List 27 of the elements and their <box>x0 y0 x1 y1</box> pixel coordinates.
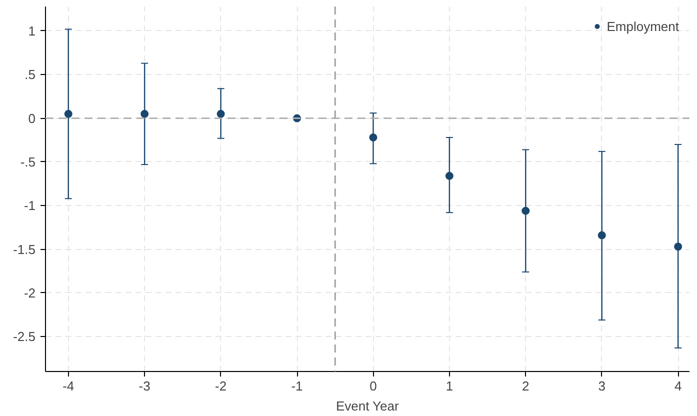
y-tick-label: -2.5 <box>13 329 36 344</box>
point <box>369 133 378 142</box>
y-tick-label: -1 <box>24 198 36 214</box>
x-tick-label: 3 <box>598 378 606 394</box>
x-tick-label: -1 <box>291 378 303 394</box>
x-axis-title: Event Year <box>336 398 400 414</box>
point <box>598 231 606 240</box>
y-tick-label: -.5 <box>20 154 36 170</box>
x-tick-label: 2 <box>522 378 530 394</box>
x-tick-label: 4 <box>674 378 682 394</box>
x-tick-label: 0 <box>370 378 377 394</box>
y-tick-label: 1 <box>28 23 36 38</box>
point <box>216 110 225 118</box>
y-tick-label: -2 <box>24 285 36 300</box>
x-tick-label: -3 <box>138 378 150 394</box>
x-tick-label: 1 <box>446 378 454 394</box>
y-tick-label: .5 <box>24 67 36 82</box>
point <box>522 206 530 215</box>
x-tick-label: -2 <box>215 378 227 394</box>
point <box>445 172 454 180</box>
y-tick-label: 0 <box>28 110 36 126</box>
point <box>140 110 149 118</box>
x-tick-label: -4 <box>62 378 74 394</box>
point <box>674 242 682 251</box>
y-tick-label: -1.5 <box>13 242 36 257</box>
point <box>64 110 72 118</box>
legend-label: Employment <box>606 18 679 34</box>
